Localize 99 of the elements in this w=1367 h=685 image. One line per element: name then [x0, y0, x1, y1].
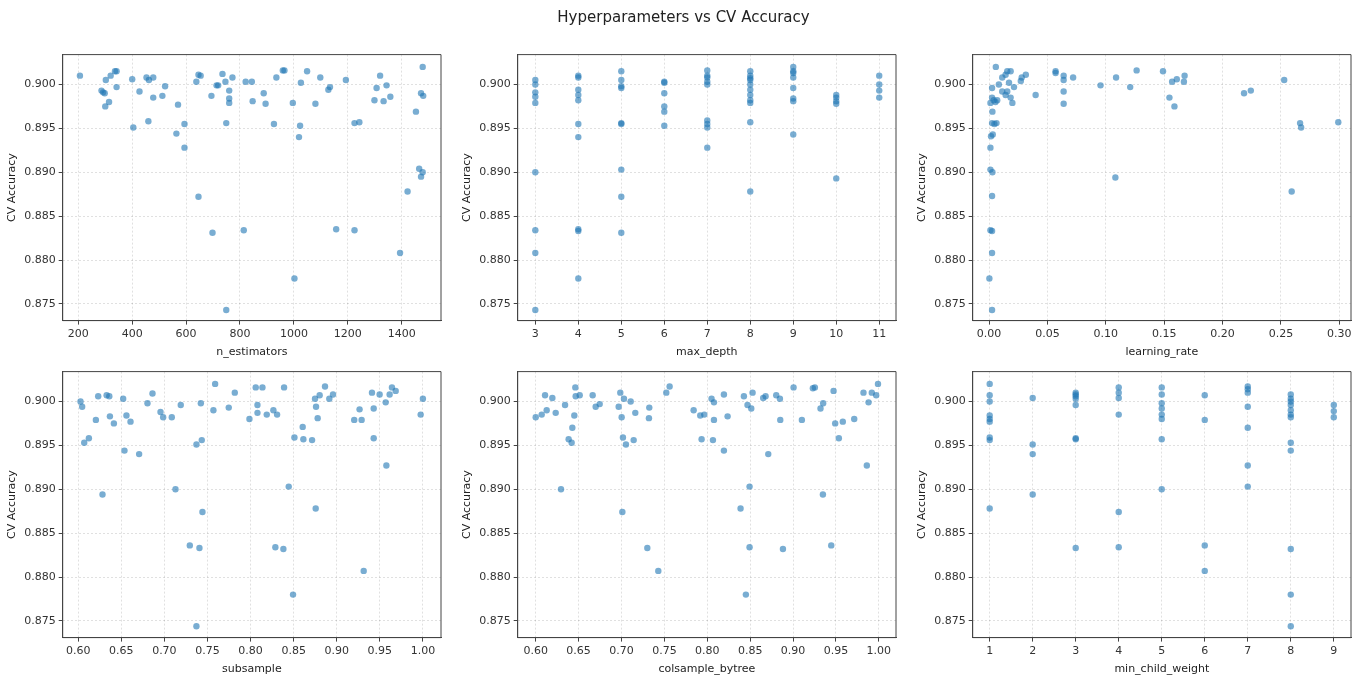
x-tick-label: 800: [229, 327, 251, 341]
y-tick-label: 0.880: [934, 252, 966, 266]
y-tick-label: 0.890: [934, 482, 966, 496]
x-tick-label: 3: [1072, 644, 1080, 658]
x-tick-label: 3: [531, 327, 539, 341]
y-tick-label: 0.895: [479, 438, 511, 452]
x-tick-label: 7: [1244, 644, 1252, 658]
x-tick-label: 6: [660, 327, 668, 341]
x-tick-label: 1.00: [866, 644, 892, 658]
y-tick-label: 0.885: [479, 525, 511, 539]
y-tick-label: 0.880: [934, 569, 966, 583]
text: Hyperparameters vs CV Accuracy: [556, 8, 811, 26]
y-tick-label: 0.890: [479, 165, 511, 179]
y-axis-title: CV Accuracy: [460, 469, 474, 540]
x-axis-title: learning_rate: [1125, 345, 1199, 359]
x-tick-label: 9: [789, 327, 797, 341]
x-tick-label: 0.10: [1093, 327, 1119, 341]
y-tick-label: 0.890: [24, 482, 56, 496]
y-tick-label: 0.880: [479, 252, 511, 266]
y-tick-label: 0.875: [479, 296, 511, 310]
y-tick-label: 0.890: [934, 165, 966, 179]
x-tick-label: 6: [1201, 644, 1209, 658]
x-axis-title: max_depth: [676, 345, 738, 359]
y-tick-label: 0.885: [934, 208, 966, 222]
y-tick-label: 0.875: [479, 613, 511, 627]
x-tick-label: 0.70: [609, 644, 634, 658]
y-tick-label: 0.895: [24, 438, 56, 452]
x-tick-label: 10: [829, 327, 844, 341]
y-axis-title: CV Accuracy: [5, 469, 19, 540]
x-tick-label: 0.75: [195, 644, 220, 658]
y-tick-label: 0.895: [934, 121, 966, 135]
y-tick-label: 0.895: [24, 121, 56, 135]
x-tick-label: 5: [1158, 644, 1166, 658]
x-tick-label: 0.20: [1210, 327, 1235, 341]
y-tick-label: 0.900: [934, 394, 966, 408]
x-tick-label: 9: [1330, 644, 1338, 658]
y-tick-label: 0.900: [24, 394, 56, 408]
x-tick-label: 0.15: [1151, 327, 1177, 341]
x-tick-label: 0.90: [780, 644, 806, 658]
x-tick-label: 0.80: [695, 644, 720, 658]
y-tick-label: 0.885: [934, 525, 966, 539]
x-tick-label: 1: [986, 644, 994, 658]
x-tick-label: 0.95: [823, 644, 849, 658]
y-tick-label: 0.890: [479, 482, 511, 496]
y-tick-label: 0.880: [479, 569, 511, 583]
x-tick-label: 2: [1029, 644, 1037, 658]
x-tick-label: 4: [1115, 644, 1123, 658]
x-tick-label: 0.00: [976, 327, 1002, 341]
x-tick-label: 0.90: [324, 644, 349, 658]
x-tick-label: 1000: [279, 327, 308, 341]
x-tick-label: 8: [1287, 644, 1295, 658]
x-tick-label: 11: [872, 327, 887, 341]
x-tick-label: 600: [175, 327, 197, 341]
y-axis-title: CV Accuracy: [915, 152, 929, 223]
x-tick-label: 200: [67, 327, 89, 341]
x-tick-label: 0.60: [65, 644, 91, 658]
y-tick-label: 0.885: [24, 525, 56, 539]
x-tick-label: 0.95: [367, 644, 393, 658]
x-tick-label: 0.85: [281, 644, 306, 658]
x-tick-label: 0.85: [737, 644, 763, 658]
x-tick-label: 0.65: [109, 644, 134, 658]
x-axis-title: min_child_weight: [1114, 662, 1210, 676]
x-tick-label: 0.05: [1035, 327, 1060, 341]
y-tick-label: 0.900: [934, 77, 966, 91]
x-tick-label: 1.00: [410, 644, 436, 658]
x-tick-label: 400: [121, 327, 143, 341]
x-tick-label: 0.75: [652, 644, 677, 658]
x-tick-label: 1200: [333, 327, 362, 341]
x-tick-label: 0.25: [1268, 327, 1294, 341]
y-tick-label: 0.875: [24, 296, 56, 310]
x-tick-label: 8: [746, 327, 754, 341]
x-axis-title: subsample: [222, 662, 282, 676]
y-axis-title: CV Accuracy: [460, 152, 474, 223]
x-axis-title: colsample_bytree: [658, 662, 756, 676]
x-tick-label: 0.30: [1327, 327, 1352, 341]
x-tick-label: 0.60: [523, 644, 548, 658]
y-tick-label: 0.880: [24, 252, 56, 266]
y-tick-label: 0.890: [24, 165, 56, 179]
x-tick-label: 7: [703, 327, 711, 341]
y-tick-label: 0.900: [479, 394, 511, 408]
x-tick-label: 0.65: [566, 644, 591, 658]
y-tick-label: 0.885: [24, 208, 56, 222]
x-tick-label: 4: [574, 327, 582, 341]
y-tick-label: 0.885: [479, 208, 511, 222]
y-tick-label: 0.895: [479, 121, 511, 135]
y-tick-label: 0.900: [479, 77, 511, 91]
y-tick-label: 0.875: [24, 613, 56, 627]
y-tick-label: 0.875: [934, 296, 966, 310]
y-tick-label: 0.875: [934, 613, 966, 627]
x-axis-title: n_estimators: [216, 345, 288, 359]
x-tick-label: 0.70: [152, 644, 177, 658]
x-tick-label: 0.80: [238, 644, 263, 658]
x-tick-label: 5: [617, 327, 625, 341]
y-tick-label: 0.895: [934, 438, 966, 452]
x-tick-label: 1400: [387, 327, 416, 341]
y-tick-label: 0.900: [24, 77, 56, 91]
y-axis-title: CV Accuracy: [5, 152, 19, 223]
y-axis-title: CV Accuracy: [915, 469, 929, 540]
y-tick-label: 0.880: [24, 569, 56, 583]
